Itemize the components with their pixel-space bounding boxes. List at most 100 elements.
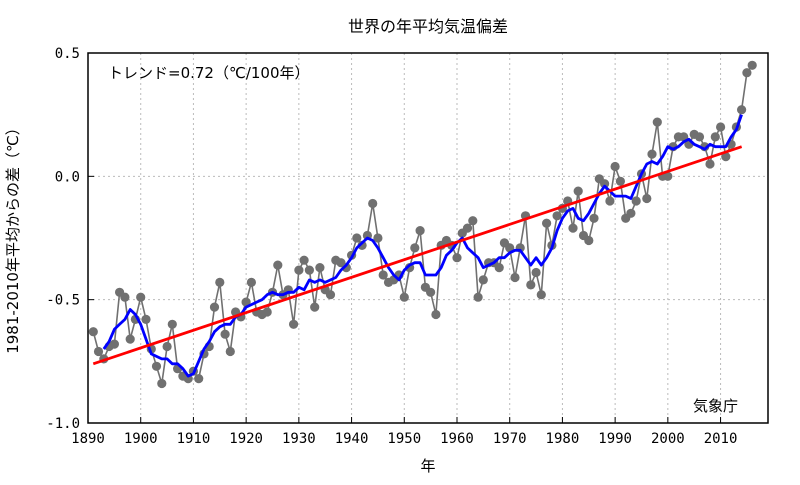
annual-anomaly-point [584, 235, 594, 246]
series-layer [88, 60, 757, 389]
annual-anomaly-point [141, 314, 151, 324]
x-tick-label: 2010 [704, 431, 738, 447]
annual-anomaly-point [125, 334, 135, 344]
annual-anomaly-point [663, 171, 673, 181]
grid [87, 52, 768, 424]
annual-anomaly-point [642, 193, 652, 204]
annual-anomaly-point [215, 277, 225, 287]
annual-anomaly-point [325, 290, 336, 300]
annual-anomaly-point [568, 223, 578, 233]
ticks: 1890 1900 1910 1920 1930 1940 1950 1960 1970 1980… [46, 46, 737, 447]
annual-anomaly-point [716, 122, 726, 132]
annual-anomaly-point [93, 346, 104, 357]
annual-anomaly-point [600, 179, 610, 189]
x-tick-label: 1920 [229, 431, 263, 447]
annual-anomaly-point [652, 117, 662, 127]
annual-anomaly-point [647, 149, 657, 159]
annual-anomaly-point [194, 374, 204, 384]
annual-anomaly-point [526, 280, 536, 290]
source-annotation: 気象庁 [693, 397, 738, 415]
annual-anomaly-point [468, 216, 478, 226]
annual-anomaly-point [478, 275, 488, 285]
y-tick-label: 0.0 [55, 169, 80, 185]
annual-anomaly-point [705, 159, 715, 169]
x-tick-label: 1930 [282, 431, 316, 447]
annual-anomaly-line [92, 64, 753, 384]
annual-anomaly-point [157, 378, 167, 389]
annual-anomaly-point [462, 223, 473, 233]
annual-anomaly-point [151, 361, 162, 371]
annual-anomaly-point [626, 208, 636, 218]
annual-anomaly-point [299, 255, 309, 265]
annual-anomaly-point [262, 307, 272, 317]
y-tick-label: -0.5 [46, 293, 80, 309]
annual-anomaly-point [721, 152, 731, 162]
annual-anomaly-point [109, 339, 119, 349]
annual-anomaly-point [88, 327, 98, 337]
x-tick-label: 1950 [387, 431, 421, 447]
trend-line [92, 145, 743, 366]
y-tick-label: -1.0 [46, 416, 80, 432]
annual-anomaly-point [241, 297, 251, 307]
annual-anomaly-point [494, 263, 504, 273]
annual-anomaly-point [531, 267, 541, 278]
annual-anomaly-point [737, 105, 747, 115]
x-tick-label: 1970 [493, 431, 527, 447]
x-tick-label: 1900 [124, 431, 158, 447]
annual-anomaly-point [605, 196, 615, 206]
plot-frame [87, 52, 769, 424]
annual-anomaly-point [357, 240, 367, 250]
annual-anomaly-point [310, 302, 320, 312]
x-tick-label: 1890 [71, 431, 105, 447]
y-tick-label: 0.5 [55, 46, 80, 62]
annual-anomaly-point [573, 186, 583, 196]
annual-anomaly-point [536, 290, 546, 300]
annual-anomaly-point [610, 161, 620, 172]
annual-anomaly-point [162, 341, 172, 352]
annual-anomaly-point [410, 243, 420, 253]
annual-anomaly-point [368, 198, 378, 209]
annual-anomaly-point [373, 233, 383, 243]
y-axis-label: 1981-2010年平均からの差（℃） [4, 120, 22, 354]
annual-anomaly-point [589, 213, 599, 223]
annual-anomaly-point [552, 211, 562, 221]
annual-anomaly-point [246, 277, 256, 287]
annual-anomaly-point [220, 329, 230, 339]
annual-anomaly-point [273, 260, 283, 270]
annual-anomaly-point [631, 196, 641, 206]
annual-anomaly-point [167, 319, 177, 329]
annual-anomaly-point [473, 292, 483, 302]
chart-title: 世界の年平均気温偏差 [348, 17, 508, 36]
annual-anomaly-point [225, 346, 235, 357]
annual-anomaly-point [542, 218, 552, 228]
annual-anomaly-point [694, 132, 705, 142]
moving-average-line [102, 114, 743, 378]
trend-annotation: トレンド=0.72（℃/100年） [108, 64, 310, 82]
x-tick-label: 1990 [598, 431, 632, 447]
annual-anomaly-point [399, 292, 409, 302]
annual-anomaly-point [426, 287, 436, 297]
annual-anomaly-point [341, 263, 351, 273]
annual-anomaly-point [710, 132, 720, 142]
annual-anomaly-point [315, 263, 325, 273]
annual-anomaly-point [289, 319, 299, 329]
annual-anomaly-point [747, 60, 757, 70]
annual-anomaly-point [352, 233, 362, 243]
annual-anomaly-point [209, 302, 220, 312]
x-tick-label: 1980 [546, 431, 580, 447]
annual-anomaly-point [120, 292, 130, 302]
x-axis-label: 年 [420, 457, 435, 475]
annual-anomaly-point [294, 265, 304, 275]
x-tick-label: 2000 [651, 431, 685, 447]
x-tick-label: 1960 [440, 431, 474, 447]
annual-anomaly-point [452, 253, 462, 263]
annual-anomaly-point [304, 265, 314, 275]
annual-anomaly-point [615, 176, 626, 186]
annual-anomaly-point [136, 292, 146, 302]
annual-anomaly-point [415, 226, 425, 236]
annual-anomaly-point [742, 68, 752, 78]
annual-anomaly-point [510, 272, 520, 283]
annual-anomaly-point [431, 309, 441, 320]
